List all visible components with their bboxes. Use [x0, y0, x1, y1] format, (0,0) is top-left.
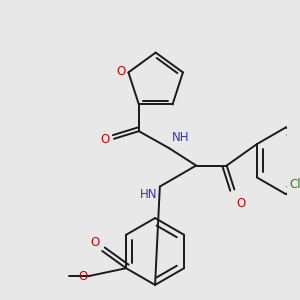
Text: O: O — [100, 133, 109, 146]
Text: HN: HN — [140, 188, 157, 202]
Text: O: O — [79, 270, 88, 283]
Text: O: O — [90, 236, 99, 249]
Text: NH: NH — [172, 130, 190, 144]
Text: Cl: Cl — [290, 178, 300, 191]
Text: O: O — [236, 197, 245, 210]
Text: O: O — [116, 65, 126, 78]
